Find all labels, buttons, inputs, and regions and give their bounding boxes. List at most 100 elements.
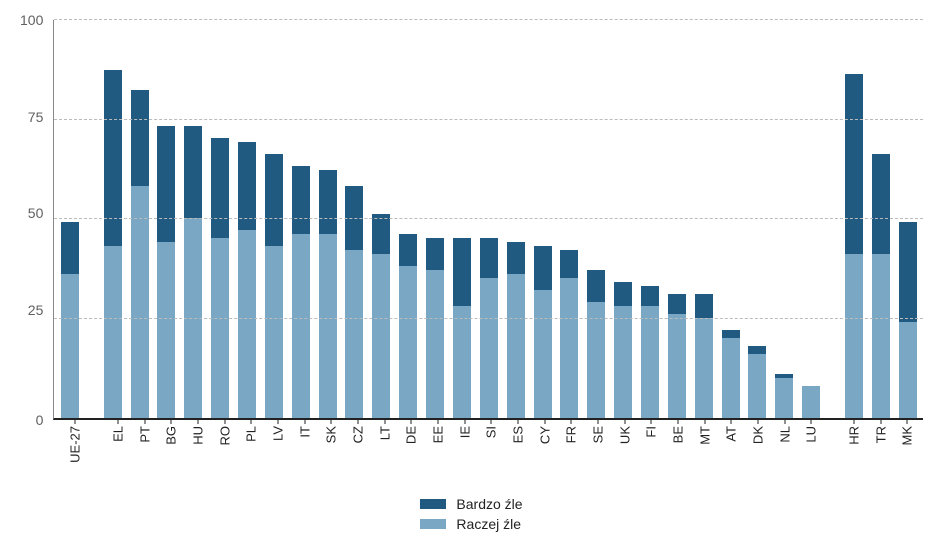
x-label-slot: UE-27 bbox=[62, 420, 89, 490]
x-tick bbox=[304, 418, 305, 424]
x-label-slot: AT bbox=[718, 420, 745, 490]
bar-slot bbox=[637, 20, 664, 418]
bar-segment-bardzo bbox=[722, 330, 740, 338]
x-label-slot: SK bbox=[318, 420, 345, 490]
bar-slot bbox=[56, 20, 83, 418]
bar-segment-raczej bbox=[641, 306, 659, 418]
bar bbox=[614, 282, 632, 418]
bar-segment-bardzo bbox=[265, 154, 283, 246]
bar bbox=[748, 346, 766, 418]
legend-swatch bbox=[420, 519, 446, 529]
bar-slot bbox=[744, 20, 771, 418]
x-label: SI bbox=[484, 426, 499, 438]
bar bbox=[265, 154, 283, 418]
bar bbox=[292, 166, 310, 418]
bar-segment-bardzo bbox=[104, 70, 122, 246]
bar-segment-raczej bbox=[899, 322, 917, 418]
x-label-slot: MT bbox=[691, 420, 718, 490]
bar-segment-raczej bbox=[802, 386, 820, 418]
bar bbox=[345, 186, 363, 418]
bar-segment-bardzo bbox=[319, 170, 337, 234]
x-label: BG bbox=[164, 426, 179, 445]
bar-slot bbox=[153, 20, 180, 418]
x-tick bbox=[518, 418, 519, 424]
x-label: CZ bbox=[351, 426, 366, 443]
bar bbox=[641, 286, 659, 418]
x-label: IE bbox=[457, 426, 472, 438]
x-tick bbox=[411, 418, 412, 424]
bar-slot bbox=[207, 20, 234, 418]
x-tick bbox=[491, 418, 492, 424]
bar bbox=[802, 386, 820, 418]
x-label-slot: BG bbox=[158, 420, 185, 490]
x-label-slot: PL bbox=[238, 420, 265, 490]
bar-slot bbox=[717, 20, 744, 418]
x-tick bbox=[784, 418, 785, 424]
bar-segment-raczej bbox=[748, 354, 766, 418]
x-label: UE-27 bbox=[68, 426, 83, 463]
bar-slot bbox=[502, 20, 529, 418]
bar-slot bbox=[771, 20, 798, 418]
bar-segment-raczej bbox=[845, 254, 863, 418]
x-label: SE bbox=[591, 426, 606, 443]
x-label-slot: DE bbox=[398, 420, 425, 490]
y-tick: 0 bbox=[36, 413, 44, 427]
x-label: TR bbox=[873, 426, 888, 443]
bar-slot bbox=[368, 20, 395, 418]
bar-segment-bardzo bbox=[426, 238, 444, 270]
x-label-slot: HU bbox=[185, 420, 212, 490]
x-tick bbox=[907, 418, 908, 424]
bar-segment-bardzo bbox=[695, 294, 713, 318]
y-tick: 75 bbox=[28, 110, 44, 124]
gridline bbox=[54, 218, 923, 219]
bar-slot bbox=[260, 20, 287, 418]
bar-segment-bardzo bbox=[157, 126, 175, 242]
x-tick bbox=[811, 418, 812, 424]
bar-slot bbox=[126, 20, 153, 418]
bar-segment-bardzo bbox=[614, 282, 632, 306]
x-label-slot: FI bbox=[638, 420, 665, 490]
x-label-slot: DK bbox=[745, 420, 772, 490]
x-tick bbox=[678, 418, 679, 424]
x-label: SK bbox=[324, 426, 339, 443]
bar-segment-bardzo bbox=[587, 270, 605, 302]
x-tick bbox=[624, 418, 625, 424]
group-gap bbox=[83, 20, 99, 418]
bar bbox=[480, 238, 498, 418]
x-label-slot: RO bbox=[211, 420, 238, 490]
bar-segment-bardzo bbox=[899, 222, 917, 322]
x-label: FR bbox=[564, 426, 579, 443]
bar-slot bbox=[180, 20, 207, 418]
x-label: EE bbox=[431, 426, 446, 443]
x-label: HR bbox=[847, 426, 862, 445]
bar-slot bbox=[894, 20, 921, 418]
x-label: HU bbox=[191, 426, 206, 445]
bar-segment-bardzo bbox=[238, 142, 256, 230]
x-tick bbox=[731, 418, 732, 424]
bar-segment-bardzo bbox=[453, 238, 471, 306]
bar-segment-raczej bbox=[399, 266, 417, 418]
x-label: PL bbox=[244, 426, 259, 442]
bar-slot bbox=[422, 20, 449, 418]
bar-slot bbox=[475, 20, 502, 418]
legend-item: Raczej źle bbox=[420, 516, 521, 532]
bar-segment-raczej bbox=[292, 234, 310, 418]
bar-segment-raczej bbox=[426, 270, 444, 418]
x-label-slot: TR bbox=[867, 420, 894, 490]
x-label: CY bbox=[537, 426, 552, 444]
x-tick bbox=[75, 418, 76, 424]
bar-segment-raczej bbox=[372, 254, 390, 418]
x-label-slot: LV bbox=[265, 420, 292, 490]
bar bbox=[426, 238, 444, 418]
x-label-slot: NL bbox=[771, 420, 798, 490]
x-tick bbox=[331, 418, 332, 424]
bar-slot bbox=[99, 20, 126, 418]
bar bbox=[184, 126, 202, 418]
bar bbox=[372, 214, 390, 418]
group-gap bbox=[825, 420, 841, 490]
x-tick bbox=[598, 418, 599, 424]
gridline bbox=[54, 119, 923, 120]
x-tick bbox=[704, 418, 705, 424]
bar-segment-bardzo bbox=[61, 222, 79, 274]
bar bbox=[238, 142, 256, 418]
